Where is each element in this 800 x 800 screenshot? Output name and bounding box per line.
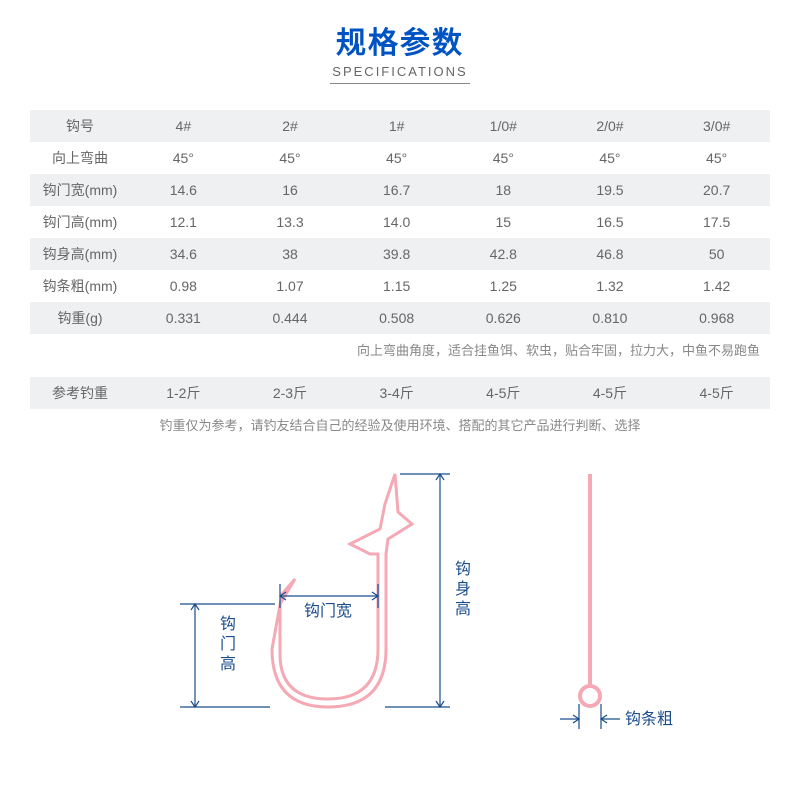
table-cell: 14.6	[130, 174, 237, 206]
table-cell: 0.968	[663, 302, 770, 334]
table-cell: 0.98	[130, 270, 237, 302]
row-label: 钩条粗(mm)	[30, 270, 130, 302]
table-cell: 0.508	[343, 302, 450, 334]
table-header-cell: 2/0#	[557, 110, 664, 142]
hook-shape-icon	[272, 474, 412, 707]
table-cell: 13.3	[237, 206, 344, 238]
note-reference: 钓重仅为参考，请钓友结合自己的经验及使用环境、搭配的其它产品进行判断、选择	[30, 415, 770, 434]
hook-wire-icon	[580, 474, 600, 706]
table-cell: 4-5斤	[557, 377, 664, 409]
table-cell: 16.5	[557, 206, 664, 238]
table-cell: 39.8	[343, 238, 450, 270]
row-label: 钩重(g)	[30, 302, 130, 334]
table-cell: 20.7	[663, 174, 770, 206]
table-cell: 1.25	[450, 270, 557, 302]
table-cell: 46.8	[557, 238, 664, 270]
table-cell: 45°	[237, 142, 344, 174]
label-gate-height-2: 高	[220, 655, 236, 673]
table-cell: 1.07	[237, 270, 344, 302]
table-cell: 2-3斤	[237, 377, 344, 409]
table-cell: 45°	[663, 142, 770, 174]
table-header-cell: 钩号	[30, 110, 130, 142]
header: 规格参数 SPECIFICATIONS	[0, 0, 800, 92]
table-cell: 18	[450, 174, 557, 206]
table-cell: 1-2斤	[130, 377, 237, 409]
table-cell: 12.1	[130, 206, 237, 238]
table-row: 钩身高(mm)34.63839.842.846.850	[30, 238, 770, 270]
row-label: 向上弯曲	[30, 142, 130, 174]
table-row: 钩重(g)0.3310.4440.5080.6260.8100.968	[30, 302, 770, 334]
ref-weight-row: 参考钓重1-2斤2-3斤3-4斤4-5斤4-5斤4-5斤	[30, 377, 770, 409]
table-header-row: 钩号4#2#1#1/0#2/0#3/0#	[30, 110, 770, 142]
table-cell: 42.8	[450, 238, 557, 270]
title-chinese: 规格参数	[0, 18, 800, 62]
table-cell: 38	[237, 238, 344, 270]
table-cell: 4-5斤	[450, 377, 557, 409]
table-cell: 1.42	[663, 270, 770, 302]
table-row: 钩条粗(mm)0.981.071.151.251.321.42	[30, 270, 770, 302]
row-label: 钩门高(mm)	[30, 206, 130, 238]
table-row: 钩门宽(mm)14.61616.71819.520.7	[30, 174, 770, 206]
table-cell: 16.7	[343, 174, 450, 206]
table-cell: 14.0	[343, 206, 450, 238]
row-label: 钩身高(mm)	[30, 238, 130, 270]
row-label: 钩门宽(mm)	[30, 174, 130, 206]
table-cell: 45°	[557, 142, 664, 174]
table-cell: 16	[237, 174, 344, 206]
table-cell: 45°	[343, 142, 450, 174]
table-cell: 1.15	[343, 270, 450, 302]
note-bend-angle: 向上弯曲角度，适合挂鱼饵、软虫，贴合牢固，拉力大，中鱼不易跑鱼	[30, 340, 770, 359]
table-cell: 0.626	[450, 302, 557, 334]
table-cell: 0.331	[130, 302, 237, 334]
dim-body-height	[385, 474, 450, 707]
table-cell: 4-5斤	[663, 377, 770, 409]
table-row: 钩门高(mm)12.113.314.01516.517.5	[30, 206, 770, 238]
label-gate-height-0: 钩	[220, 615, 236, 633]
table-cell: 0.810	[557, 302, 664, 334]
table-cell: 50	[663, 238, 770, 270]
label-gate-width: 钩门宽	[304, 602, 352, 620]
table-header-cell: 1/0#	[450, 110, 557, 142]
table-header-cell: 1#	[343, 110, 450, 142]
label-body-height-2: 高	[455, 600, 471, 618]
table-row: 向上弯曲45°45°45°45°45°45°	[30, 142, 770, 174]
table-cell: 45°	[450, 142, 557, 174]
label-wire-thick: 钩条粗	[625, 710, 673, 728]
table-cell: 17.5	[663, 206, 770, 238]
label-body-height-1: 身	[455, 580, 471, 598]
table-cell: 3-4斤	[343, 377, 450, 409]
title-divider	[330, 83, 470, 84]
specifications-table: 钩号4#2#1#1/0#2/0#3/0#向上弯曲45°45°45°45°45°4…	[30, 110, 770, 334]
table-header-cell: 2#	[237, 110, 344, 142]
table-header-cell: 3/0#	[663, 110, 770, 142]
label-gate-height-1: 门	[220, 635, 236, 653]
table-cell: 45°	[130, 142, 237, 174]
hook-diagram: 钩门宽 钩 门 高 钩 身 高	[0, 454, 800, 744]
table-cell: 19.5	[557, 174, 664, 206]
table-cell: 15	[450, 206, 557, 238]
reference-weight-table: 参考钓重1-2斤2-3斤3-4斤4-5斤4-5斤4-5斤	[30, 377, 770, 409]
row-label: 参考钓重	[30, 377, 130, 409]
table-header-cell: 4#	[130, 110, 237, 142]
label-body-height-0: 钩	[455, 560, 471, 578]
title-english: SPECIFICATIONS	[0, 64, 800, 79]
table-cell: 34.6	[130, 238, 237, 270]
table-cell: 0.444	[237, 302, 344, 334]
table-cell: 1.32	[557, 270, 664, 302]
